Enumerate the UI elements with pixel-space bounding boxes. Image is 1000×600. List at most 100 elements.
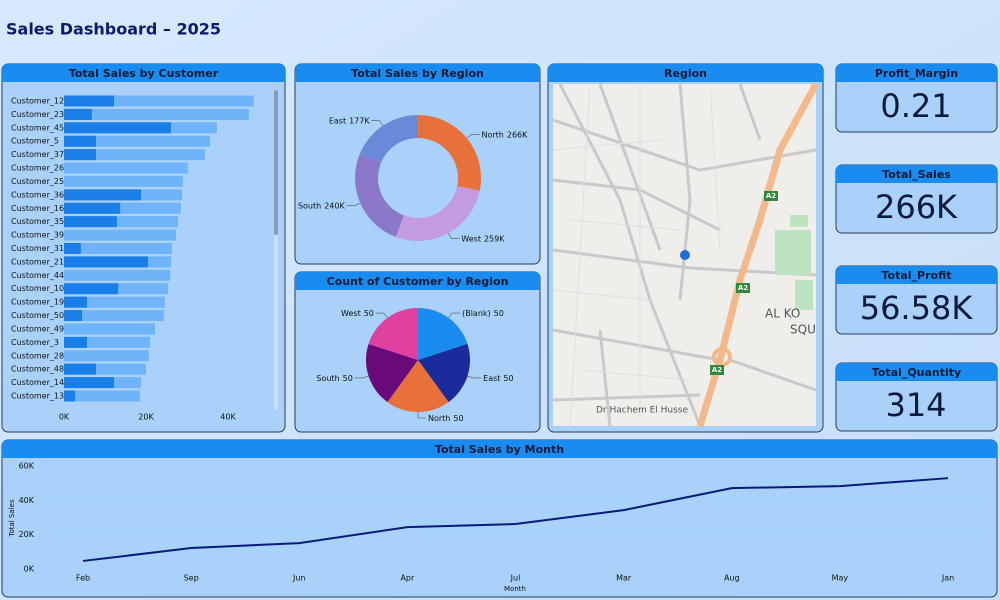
x-tick-label: Apr	[400, 574, 415, 583]
bar	[64, 122, 172, 134]
category-label: East	[483, 373, 500, 382]
map-label: Dr Hachem El Husse	[596, 406, 688, 416]
y-tick-label: Customer_21	[11, 257, 64, 266]
bar	[64, 95, 115, 107]
x-tick-label: Jun	[292, 574, 306, 583]
y-tick-label: Customer_37	[11, 150, 64, 159]
leader-line	[467, 375, 482, 379]
panel-header	[548, 64, 823, 82]
bar	[64, 377, 115, 389]
value-label: 50	[503, 373, 513, 382]
road-shield	[736, 283, 750, 293]
y-tick-label: Customer_5	[11, 137, 59, 146]
map-labels: A2 A2 A2 AL KO SQU Dr Hachem El Husse	[596, 191, 816, 416]
bar	[64, 310, 165, 322]
bar	[64, 363, 146, 375]
slice-label: South 50	[316, 373, 352, 382]
y-axis-title: Total Sales	[8, 499, 16, 538]
y-tick-label: Customer_48	[11, 365, 64, 374]
slice	[355, 154, 404, 237]
value-label: 50	[453, 414, 463, 423]
bar	[64, 135, 210, 147]
bar	[64, 135, 96, 147]
y-tick-label: Customer_45	[11, 123, 64, 132]
slice-label: (Blank) 50	[462, 309, 504, 318]
bar	[64, 296, 165, 308]
leader-line	[448, 312, 461, 319]
y-tick-label: Customer_36	[11, 190, 64, 199]
leader-line	[466, 134, 480, 139]
slice-label: East 50	[483, 373, 513, 382]
y-tick-label: Customer_49	[11, 324, 64, 333]
value-label: 50	[343, 373, 353, 382]
panel-header	[836, 363, 997, 381]
line	[82, 477, 949, 562]
y-tick-label: Customer_39	[11, 231, 64, 240]
panel-header	[2, 440, 997, 458]
slice-label: East 177K	[329, 116, 371, 125]
slice	[366, 343, 418, 403]
y-tick-label: Customer_19	[11, 298, 64, 307]
panel-title: Region	[664, 67, 707, 80]
x-tick-label: Jan	[941, 574, 954, 583]
category-label: West	[461, 234, 481, 243]
slice-label: South 240K	[298, 201, 346, 210]
y-tick-label: Customer_23	[11, 110, 64, 119]
y-tick-label: Customer_14	[11, 378, 64, 387]
y-tick-label: 20K	[19, 530, 35, 539]
category-label: South	[298, 201, 321, 210]
panel-title: Total_Quantity	[872, 366, 961, 379]
y-tick-label: 60K	[19, 462, 35, 471]
panel-title: Profit_Margin	[875, 67, 958, 80]
bar	[64, 336, 151, 348]
bar	[64, 95, 254, 107]
minor-streets	[552, 83, 721, 427]
bar	[64, 256, 149, 268]
value-label: 50	[494, 309, 504, 318]
leader-line	[375, 312, 388, 319]
x-tick-label: Jul	[510, 574, 521, 583]
bar	[64, 149, 206, 161]
bar	[64, 108, 249, 120]
bar	[64, 390, 76, 402]
bar	[64, 175, 183, 187]
leader-line	[417, 412, 426, 419]
x-tick-label: Sep	[184, 574, 199, 583]
map-label: AL KO	[765, 307, 800, 321]
map-label: A2	[766, 192, 776, 200]
panel-title: Count of Customer by Region	[327, 275, 509, 288]
y-tick-label: Customer_44	[11, 271, 64, 280]
panel-title: Total Sales by Customer	[69, 67, 219, 80]
leader-line	[448, 233, 460, 239]
bar	[64, 202, 121, 214]
slice	[418, 308, 468, 360]
leader-line	[371, 120, 384, 126]
value-label: 50	[364, 309, 374, 318]
x-tick-label: Aug	[724, 574, 740, 583]
bar	[64, 323, 156, 335]
y-tick-label: Customer_12	[11, 97, 64, 106]
road-shield	[710, 365, 724, 375]
slice-label: West 50	[341, 309, 374, 318]
kpi-value: 56.58K	[860, 289, 974, 327]
y-tick-label: Customer_13	[11, 392, 64, 401]
slice	[395, 186, 480, 241]
y-tick-label: Customer_3	[11, 338, 59, 347]
x-tick-label: 0K	[59, 413, 70, 422]
category-label: West	[341, 309, 361, 318]
y-tick-label: Customer_35	[11, 217, 64, 226]
map-point	[680, 250, 690, 260]
kpi-value: 266K	[875, 188, 958, 226]
category-label: South	[316, 373, 339, 382]
category-label: (Blank)	[462, 309, 491, 318]
y-tick-label: Customer_28	[11, 351, 64, 360]
bar	[64, 216, 117, 228]
panel-header	[836, 64, 997, 82]
category-label: East	[329, 116, 346, 125]
y-tick-label: Customer_31	[11, 244, 64, 253]
slice	[418, 115, 481, 191]
y-tick-label: 0K	[24, 565, 35, 574]
x-tick-label: Mar	[616, 574, 632, 583]
bar	[64, 269, 171, 281]
value-label: 240K	[324, 201, 345, 210]
